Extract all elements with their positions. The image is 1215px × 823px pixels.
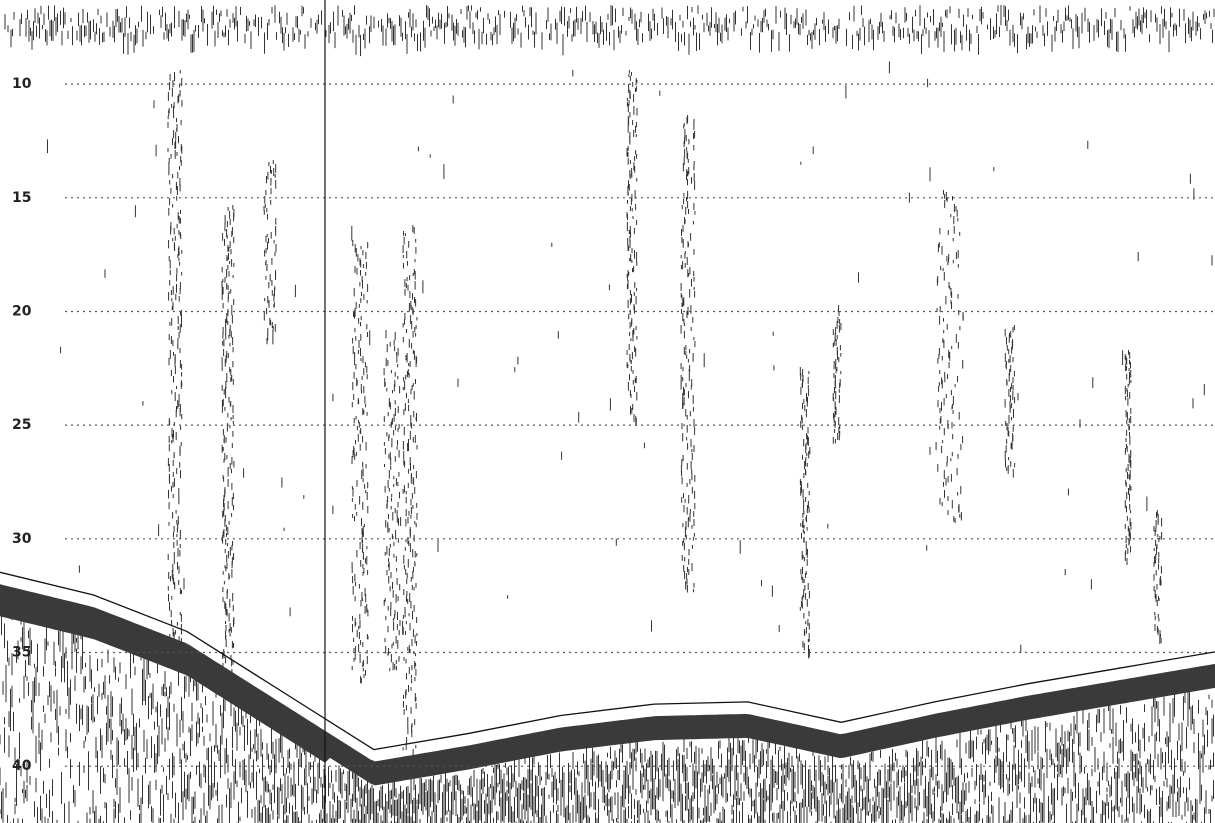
y-tick-label: 30 — [12, 531, 32, 547]
y-tick-label: 35 — [12, 644, 31, 660]
y-tick-label: 15 — [12, 190, 31, 206]
y-tick-label: 25 — [12, 417, 31, 433]
y-tick-label: 10 — [12, 76, 32, 92]
y-tick-label: 40 — [12, 758, 32, 774]
echogram: 10 15 20 25 30 35 40 — [0, 0, 1215, 823]
y-tick-label: 20 — [12, 303, 32, 319]
